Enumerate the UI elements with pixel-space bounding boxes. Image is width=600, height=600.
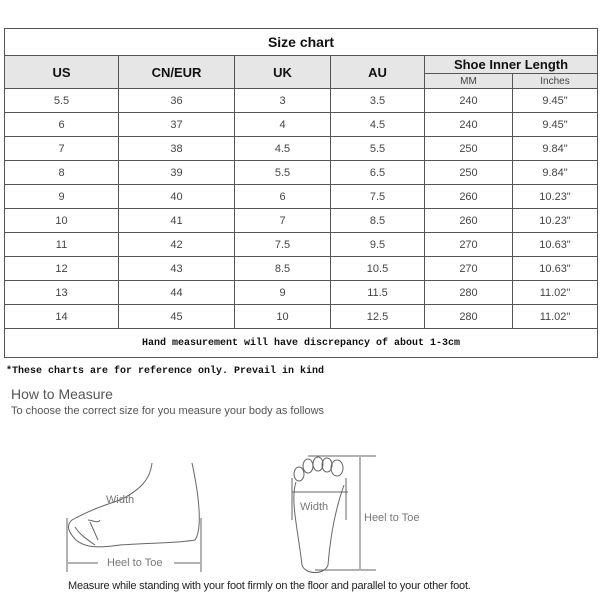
table-row: 8 39 5.5 6.5 250 9.84" [4, 160, 599, 185]
measure-caption: Measure while standing with your foot fi… [68, 580, 471, 592]
table-cell: 7 [4, 136, 119, 161]
side-heel-to-toe-label: Heel to Toe [107, 557, 163, 569]
table-cell: 9 [234, 280, 331, 305]
table-cell: 7.5 [234, 232, 331, 257]
table-row: 13 44 9 11.5 280 11.02" [4, 280, 599, 305]
table-cell: 8.5 [234, 256, 331, 281]
table-cell: 260 [424, 208, 513, 233]
size-chart-table: Size chart US CN/EUR UK AU Shoe Inner Le… [3, 28, 599, 358]
table-cell: 6 [4, 112, 119, 137]
table-row: 6 37 4 4.5 240 9.45" [4, 112, 599, 137]
table-cell: 11.5 [330, 280, 425, 305]
table-cell: 270 [424, 256, 513, 281]
table-cell: 9.45" [511, 88, 599, 113]
table-row: 12 43 8.5 10.5 270 10.63" [4, 256, 599, 281]
table-cell: 39 [118, 160, 235, 185]
table-cell: 270 [424, 232, 513, 257]
table-cell: 44 [118, 280, 235, 305]
table-cell: 11.02" [511, 280, 599, 305]
top-heel-to-toe-label: Heel to Toe [364, 512, 420, 524]
header-uk: UK [234, 55, 331, 89]
table-cell: 10 [4, 208, 119, 233]
table-cell: 10.63" [511, 256, 599, 281]
side-foot-icon [66, 462, 202, 572]
discrepancy-note: Hand measurement will have discrepancy o… [3, 328, 599, 358]
table-cell: 5.5 [234, 160, 331, 185]
table-cell: 7.5 [330, 184, 425, 209]
table-cell: 40 [118, 184, 235, 209]
header-cn-eur: CN/EUR [118, 55, 235, 89]
how-to-measure-subheading: To choose the correct size for you measu… [11, 405, 325, 417]
table-title: Size chart [3, 28, 599, 56]
side-width-label: Width [106, 494, 135, 506]
header-shoe-inner-length: Shoe Inner Length [423, 55, 599, 74]
table-row: 11 42 7.5 9.5 270 10.63" [4, 232, 599, 257]
header-au: AU [330, 55, 425, 89]
table-cell: 4.5 [330, 112, 425, 137]
table-cell: 8.5 [330, 208, 425, 233]
table-cell: 280 [424, 280, 513, 305]
table-cell: 6.5 [330, 160, 425, 185]
table-row: 10 41 7 8.5 260 10.23" [4, 208, 599, 233]
table-cell: 3.5 [330, 88, 425, 113]
reference-note: *These charts are for reference only. Pr… [6, 366, 325, 377]
table-cell: 11.02" [511, 304, 599, 329]
header-us: US [4, 55, 119, 89]
how-to-measure-heading: How to Measure [11, 386, 113, 402]
table-cell: 12 [4, 256, 119, 281]
table-cell: 250 [424, 136, 513, 161]
table-row: 5.5 36 3 3.5 240 9.45" [4, 88, 599, 113]
table-cell: 6 [234, 184, 331, 209]
table-cell: 37 [118, 112, 235, 137]
top-foot-icon [291, 455, 376, 573]
table-row: 9 40 6 7.5 260 10.23" [4, 184, 599, 209]
top-width-label: Width [300, 501, 329, 513]
table-cell: 10.23" [511, 208, 599, 233]
table-cell: 36 [118, 88, 235, 113]
header-inches: Inches [511, 73, 599, 89]
table-cell: 10.23" [511, 184, 599, 209]
table-cell: 9.84" [511, 136, 599, 161]
table-cell: 9 [4, 184, 119, 209]
